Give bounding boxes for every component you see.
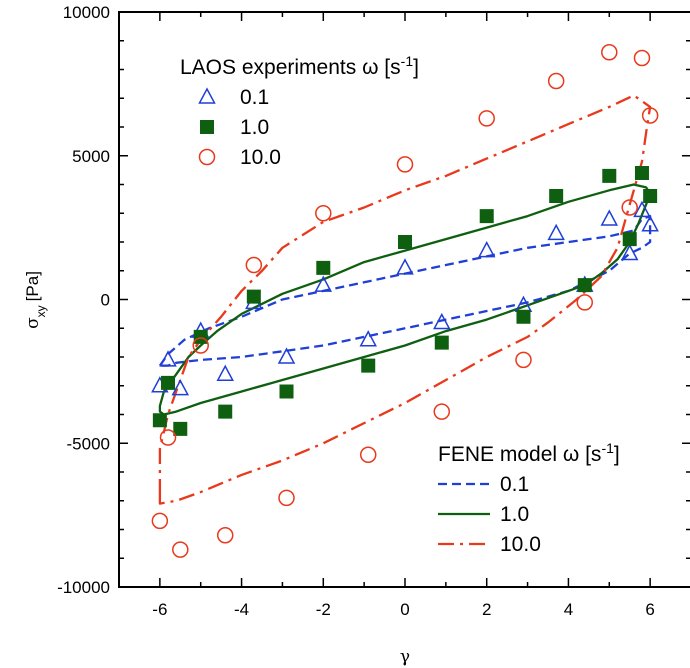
data-point [359, 446, 377, 463]
legend-model-label-1: 1.0 [500, 503, 529, 526]
data-point [547, 223, 565, 241]
fene-curve-10.0 [158, 94, 652, 505]
data-point [633, 49, 651, 67]
data-point [478, 110, 495, 127]
data-point [278, 489, 295, 507]
data-point [477, 241, 496, 258]
data-point [433, 403, 451, 420]
x-tick-label: 0 [400, 600, 409, 619]
legend-marker-10.0 [198, 148, 216, 166]
data-point [192, 337, 209, 354]
legend-model-label-2: 10.0 [500, 533, 541, 556]
y-tick-label: -10000 [57, 578, 110, 597]
y-tick-label: 5000 [72, 147, 110, 166]
legend-experiments: LAOS experiments ω [s-1] 0.1 1.0 10.0 [180, 53, 419, 169]
data-point [361, 358, 376, 373]
data-point [314, 275, 333, 292]
legend-experiments-markers [198, 87, 216, 166]
legend-model-label-0: 0.1 [500, 473, 529, 496]
data-point [152, 413, 167, 428]
data-point [216, 364, 234, 381]
data-point [277, 347, 296, 364]
x-tick-label: 4 [564, 600, 573, 619]
legend-model-lines [438, 482, 490, 546]
data-point [159, 429, 177, 446]
legend-experiments-title: LAOS experiments ω [s-1] [180, 53, 419, 79]
data-point [279, 384, 294, 399]
series-layer [151, 44, 659, 558]
data-point [151, 512, 169, 530]
data-point [516, 309, 531, 324]
data-point [218, 404, 233, 419]
data-point [622, 232, 637, 247]
data-point [633, 200, 651, 218]
data-point [577, 278, 592, 293]
legend-experiments-label-0: 0.1 [240, 86, 269, 109]
data-point [316, 260, 331, 275]
data-point [643, 189, 658, 203]
data-point [515, 351, 532, 369]
legend-marker-0.1 [198, 87, 216, 104]
data-point [621, 199, 638, 216]
data-point [172, 541, 189, 558]
plot-frame [118, 11, 690, 588]
legend-experiments-label-2: 10.0 [240, 146, 281, 169]
data-point [601, 44, 618, 61]
experiment-series-0.1 [151, 200, 659, 396]
data-point [246, 289, 261, 304]
data-point [315, 205, 332, 222]
data-point [159, 350, 177, 367]
legend-experiments-label-1: 1.0 [240, 116, 269, 139]
data-point [479, 209, 494, 224]
legend-marker-1.0 [200, 120, 214, 134]
data-point [620, 243, 639, 261]
data-point [434, 335, 449, 350]
data-point [549, 189, 564, 203]
data-point [173, 421, 188, 436]
data-point [245, 256, 263, 274]
x-axis-label: γ [400, 647, 410, 667]
experiment-series-10.0 [151, 44, 659, 558]
legend-model: FENE model ω [s-1] 0.1 1.0 10.0 [438, 440, 620, 556]
data-point [396, 258, 414, 275]
data-point [398, 235, 412, 249]
data-point [161, 375, 176, 390]
fene-curve-1.0 [158, 183, 652, 416]
data-point [641, 215, 659, 232]
data-point [576, 294, 594, 311]
experiment-series-1.0 [152, 166, 658, 436]
data-point [193, 329, 208, 344]
x-tick-label: 2 [482, 600, 491, 619]
x-tick-label: -6 [152, 600, 167, 619]
y-tick-label: 0 [101, 291, 110, 310]
data-point [359, 330, 377, 347]
data-point [547, 72, 565, 90]
data-point [216, 527, 234, 544]
y-axis-label: σxy[Pa] [23, 271, 48, 329]
data-point [396, 156, 414, 173]
data-point [641, 107, 659, 124]
x-tick-label: -2 [316, 600, 331, 619]
data-point [171, 379, 190, 396]
x-tick-label: -4 [234, 600, 249, 619]
fene-curve-0.1 [158, 214, 652, 367]
data-point [600, 209, 619, 226]
y-tick-label: 10000 [63, 3, 110, 22]
data-point [433, 312, 451, 330]
data-point [634, 166, 649, 180]
data-point [602, 168, 617, 183]
legend-model-title: FENE model ω [s-1] [438, 440, 620, 466]
x-tick-label: 6 [645, 600, 654, 619]
y-tick-label: -5000 [67, 434, 110, 453]
axis-ticks: -6 -4 -2 0 2 4 6 -10000 -5000 0 5000 10000 [57, 3, 690, 619]
